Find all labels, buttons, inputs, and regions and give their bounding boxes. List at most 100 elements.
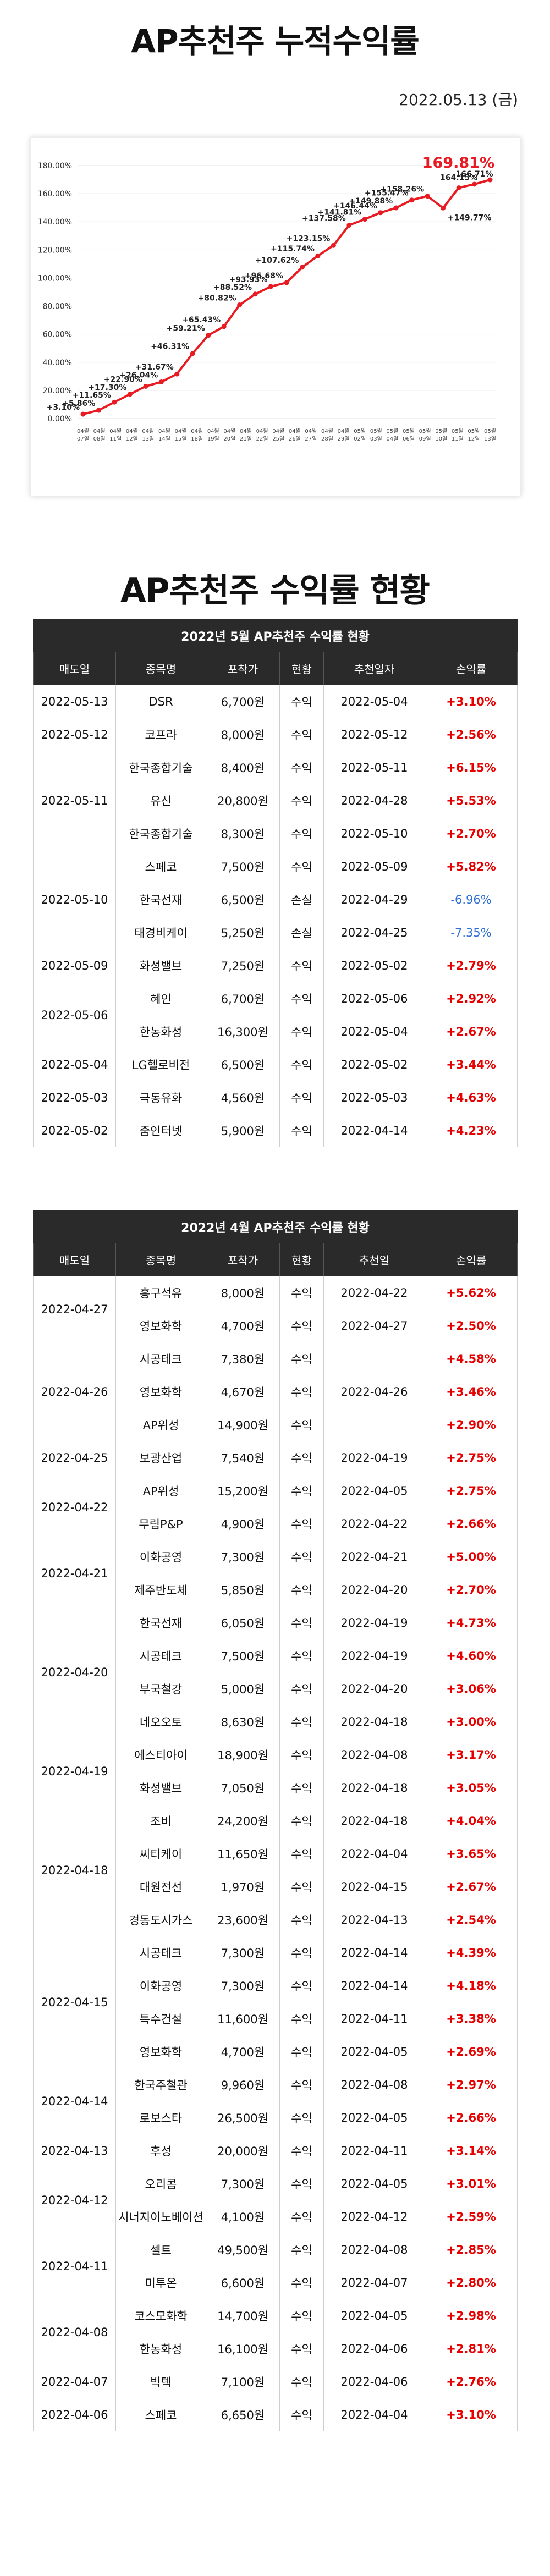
return-rate-cell: +2.81% [424,2332,518,2365]
x-tick-label: 18일 [191,436,203,442]
data-point [378,210,383,216]
recommend-date-cell: 2022-04-15 [323,1870,425,1903]
x-tick-label: 04월 [158,428,170,434]
status-cell: 손실 [279,916,324,949]
stock-name-cell: 유신 [116,784,206,817]
table-row: 2022-04-08 코스모화학 14,700원 수익 2022-04-05 +2.98% [33,2299,518,2365]
table-row: 2022-05-02 줌인터넷 5,900원 수익 2022-04-14 +4.23% [33,1114,518,1147]
x-tick-label: 28일 [321,436,333,442]
table-row: 이화공영 7,300원 수익 2022-04-14 +4.18% [34,1969,518,2002]
status-cell: 수익 [279,1903,324,1936]
status-cell: 수익 [279,982,324,1015]
capture-price-cell: 5,000원 [206,1672,280,1705]
data-point [221,324,227,329]
table-row: 2022-04-15 시공테크 7,300원 수익 2022-04-14 +4.39% [33,1936,518,2068]
stock-name-cell: 조비 [116,1804,206,1837]
status-cell: 수익 [279,2332,324,2365]
recommend-date-cell: 2022-04-20 [323,1573,425,1606]
recommend-date-cell: 2022-04-19 [323,1441,425,1474]
y-tick-label: 120.00% [38,246,72,255]
capture-price-cell: 1,970원 [206,1870,280,1903]
page-title: AP추천주 누적수익률 [131,23,419,60]
data-point [80,411,86,417]
sell-date-cell: 2022-05-10 [33,850,116,949]
recommend-date-cell: 2022-04-08 [323,1738,425,1771]
stock-name-cell: 한국주철관 [116,2068,206,2101]
line-chart-svg: 0.00% 20.00% 40.00% 60.00% 80.00% 100.00% 120.… [38,155,496,442]
x-tick-label: 13일 [484,436,496,442]
return-rate-cell: +2.66% [424,1507,518,1540]
recommend-date-cell: 2022-04-11 [323,2134,425,2167]
stock-name-cell: 한농화성 [116,1015,206,1048]
x-tick-label: 05월 [435,428,447,434]
sell-date-cell: 2022-04-27 [33,1276,116,1342]
table-row: 2022-05-10 스페코 7,500원 수익 2022-05-09 +5.82% [33,850,518,949]
status-cell: 수익 [279,1015,324,1048]
status-cell: 수익 [279,1342,324,1375]
return-rate-cell: +3.00% [424,1705,518,1738]
x-tick-label: 02일 [354,436,366,442]
capture-price-cell: 14,700원 [206,2299,280,2332]
status-cell: 수익 [279,2134,324,2167]
capture-price-cell: 7,300원 [206,2167,280,2200]
x-tick-label: 04월 [94,428,106,434]
capture-price-cell: 4,700원 [206,2035,280,2068]
may-column-header: 추천일자 [323,652,425,685]
capture-price-cell: 6,600원 [206,2266,280,2299]
data-point [409,197,415,203]
sell-date-cell: 2022-05-06 [33,982,116,1048]
capture-price-cell: 7,500원 [206,850,280,883]
table-row: AP위성 14,900원 수익 +2.90% [34,1408,518,1441]
capture-price-cell: 7,540원 [206,1441,280,1474]
capture-price-cell: 4,560원 [206,1081,280,1114]
table-row: 2022-04-13 후성 20,000원 수익 2022-04-11 +3.14% [33,2134,518,2167]
recommend-date-cell: 2022-04-18 [323,1705,425,1738]
x-tick-label: 08일 [94,436,106,442]
capture-price-cell: 6,700원 [206,982,280,1015]
x-tick-label: 04월 [223,428,235,434]
stock-name-cell: 화성밸브 [116,1771,206,1804]
table-row: 2022-05-12 코프라 8,000원 수익 2022-05-12 +2.56% [33,718,518,751]
recommend-date-cell: 2022-04-05 [323,2101,425,2134]
status-cell: 수익 [279,784,324,817]
status-cell: 수익 [279,1540,324,1573]
table-row: 2022-05-13 DSR 6,700원 수익 2022-05-04 +3.10% [33,685,518,718]
recommend-date-cell: 2022-04-11 [323,2002,425,2035]
recommend-date-cell: 2022-04-14 [323,1969,425,2002]
data-point [441,205,446,211]
status-cell: 수익 [279,751,324,784]
return-rate-cell: +4.73% [424,1606,518,1639]
recommend-date-cell: 2022-04-12 [323,2200,425,2233]
return-rate-cell: +3.17% [424,1738,518,1771]
status-cell: 수익 [279,685,324,718]
sell-date-cell: 2022-04-07 [33,2365,116,2398]
recommend-date-cell: 2022-04-05 [323,2035,425,2068]
data-label: +59.21% [167,324,205,333]
recommend-date-cell: 2022-04-08 [323,2233,425,2266]
stock-name-cell: 시공테크 [116,1342,206,1375]
capture-price-cell: 6,650원 [206,2398,280,2431]
capture-price-cell: 5,250원 [206,916,280,949]
data-point [284,280,289,285]
stock-name-cell: 화성밸브 [116,949,206,982]
stock-name-cell: 영보화학 [116,1309,206,1342]
sell-date-cell: 2022-04-08 [33,2299,116,2365]
data-label: +146.44% [333,202,377,211]
data-point [487,177,493,183]
stock-name-cell: 경동도시가스 [116,1903,206,1936]
data-label: +107.62% [255,256,299,265]
status-cell: 수익 [279,1639,324,1672]
recommend-date-cell: 2022-05-02 [323,1048,425,1081]
capture-price-cell: 23,600원 [206,1903,280,1936]
status-cell: 수익 [279,2101,324,2134]
april-column-header: 추천일 [323,1243,425,1276]
return-rate-cell: +2.70% [424,817,518,850]
table-row: 2022-05-11 한국종합기술 8,400원 수익 2022-05-11 +6.15% [33,751,518,850]
data-point [268,284,274,289]
data-label: +123.15% [287,234,331,243]
recommend-date-cell: 2022-04-08 [323,2068,425,2101]
table-row: 2022-04-18 조비 24,200원 수익 2022-04-18 +4.04% [33,1804,518,1936]
recommend-date-cell: 2022-05-12 [323,718,425,751]
capture-price-cell: 9,960원 [206,2068,280,2101]
